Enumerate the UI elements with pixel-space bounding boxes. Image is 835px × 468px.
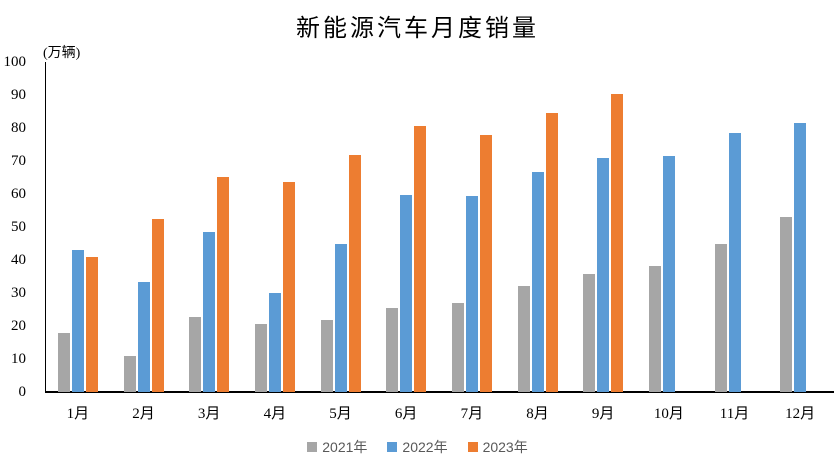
bar-2021年-1月 bbox=[57, 332, 70, 392]
bar-2022年-10月 bbox=[662, 156, 675, 392]
bar-2022年-1月 bbox=[71, 249, 84, 392]
x-axis-label: 12月 bbox=[785, 406, 816, 422]
y-tick-label: 50 bbox=[11, 219, 26, 235]
bar-2023年-3月 bbox=[217, 176, 230, 392]
y-tick-label: 40 bbox=[11, 252, 26, 268]
x-axis-label: 9月 bbox=[591, 406, 615, 422]
legend-swatch-icon bbox=[307, 442, 318, 452]
x-axis-label: 8月 bbox=[526, 406, 549, 422]
bar-2021年-8月 bbox=[517, 286, 530, 392]
x-axis-label: 11月 bbox=[719, 406, 750, 422]
bar-2023年-2月 bbox=[151, 218, 164, 392]
legend-label: 2023年 bbox=[482, 439, 528, 455]
y-tick-label: 70 bbox=[11, 153, 26, 169]
bar-2023年-5月 bbox=[348, 155, 361, 392]
y-tick-label: 60 bbox=[11, 186, 26, 202]
bar-2021年-4月 bbox=[254, 324, 267, 392]
legend-swatch-icon bbox=[387, 442, 398, 452]
x-axis-line bbox=[45, 391, 834, 393]
bar-2021年-3月 bbox=[189, 317, 202, 392]
y-tick-label: 30 bbox=[11, 285, 26, 301]
legend-item-2023年: 2023年 bbox=[467, 437, 528, 457]
y-tick-label: 80 bbox=[11, 120, 26, 136]
bar-2022年-12月 bbox=[794, 123, 807, 392]
legend-item-2022年: 2022年 bbox=[387, 437, 448, 457]
bar-2022年-6月 bbox=[400, 195, 413, 392]
bar-2022年-7月 bbox=[465, 196, 478, 392]
y-axis-unit-label: (万辆) bbox=[43, 46, 81, 61]
y-tick-label: 0 bbox=[18, 384, 27, 400]
legend-label: 2022年 bbox=[402, 439, 448, 455]
bar-2022年-8月 bbox=[531, 172, 544, 392]
x-axis-label: 3月 bbox=[197, 406, 221, 422]
y-tick-label: 10 bbox=[11, 351, 26, 367]
bar-2022年-11月 bbox=[728, 132, 741, 392]
bar-2023年-8月 bbox=[545, 112, 558, 392]
legend-swatch-icon bbox=[467, 442, 478, 452]
x-axis-label: 1月 bbox=[66, 406, 90, 422]
y-tick-label: 90 bbox=[11, 87, 26, 103]
bar-2023年-9月 bbox=[611, 93, 624, 392]
bar-2022年-5月 bbox=[334, 244, 347, 392]
x-axis-label: 4月 bbox=[263, 406, 287, 422]
x-axis-label: 7月 bbox=[460, 406, 484, 422]
x-axis-label: 2月 bbox=[132, 406, 155, 422]
bar-2021年-6月 bbox=[386, 307, 399, 392]
bar-2022年-4月 bbox=[268, 293, 281, 392]
bar-2021年-11月 bbox=[714, 243, 727, 392]
y-tick-label: 20 bbox=[11, 318, 26, 334]
legend-label: 2021年 bbox=[322, 439, 368, 455]
bar-2022年-9月 bbox=[597, 158, 610, 392]
bar-2023年-7月 bbox=[479, 134, 492, 392]
legend-item-2021年: 2021年 bbox=[307, 437, 367, 457]
bar-2022年-2月 bbox=[137, 281, 150, 392]
legend: 2021年 2022年 2023年 bbox=[0, 437, 835, 457]
bar-2023年-4月 bbox=[282, 182, 295, 392]
bar-2022年-3月 bbox=[203, 232, 216, 392]
bar-2021年-12月 bbox=[780, 216, 793, 392]
y-tick-label: 100 bbox=[3, 54, 27, 70]
bar-2021年-9月 bbox=[583, 274, 596, 392]
bar-2021年-5月 bbox=[320, 320, 333, 392]
plot-area bbox=[45, 62, 833, 392]
bar-2021年-2月 bbox=[123, 355, 136, 392]
x-axis-label: 5月 bbox=[329, 406, 352, 422]
bar-2021年-7月 bbox=[451, 302, 464, 392]
chart-title: 新能源汽车月度销量 bbox=[296, 16, 539, 42]
bar-2021年-10月 bbox=[648, 265, 661, 392]
bar-2023年-1月 bbox=[85, 257, 98, 392]
bar-2023年-6月 bbox=[414, 126, 427, 392]
x-axis-label: 6月 bbox=[394, 406, 418, 422]
x-axis-label: 10月 bbox=[653, 406, 684, 422]
y-axis-line bbox=[45, 62, 46, 392]
